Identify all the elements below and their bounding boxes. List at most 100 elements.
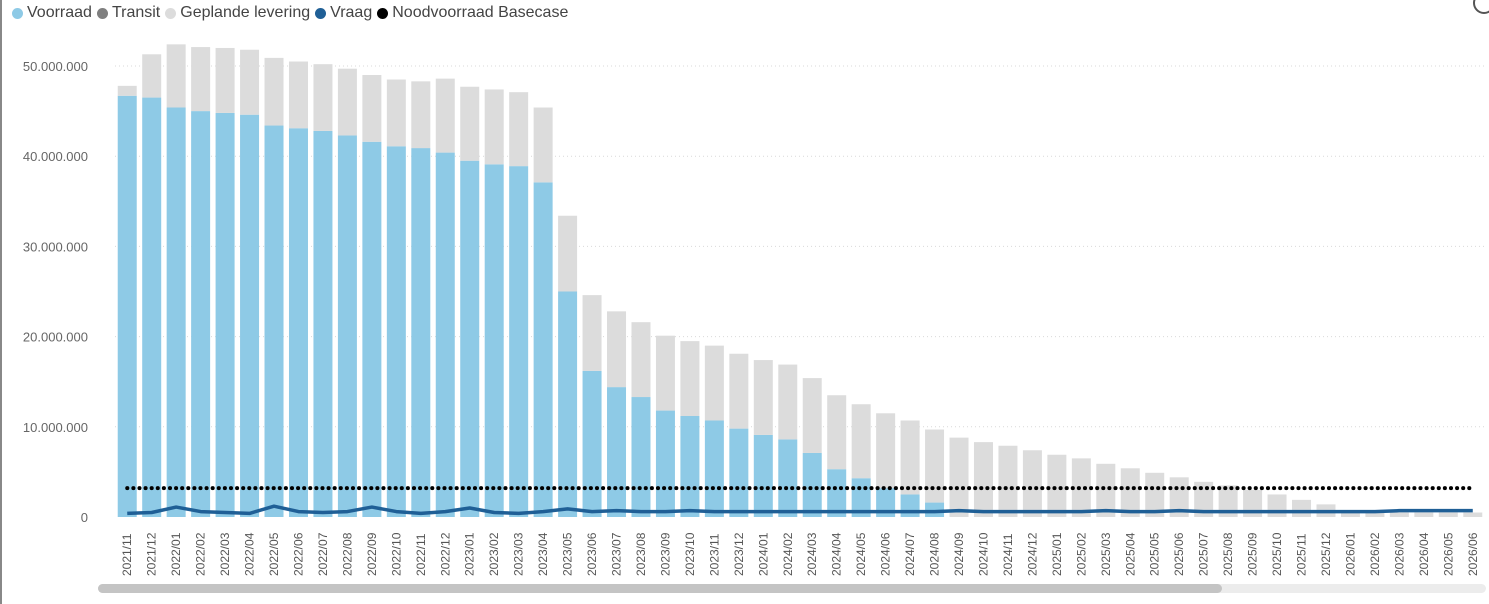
bar-geplande-levering xyxy=(558,215,578,292)
legend-item-geplande-levering[interactable]: Geplande levering xyxy=(165,4,310,22)
bar-geplande-levering xyxy=(1120,468,1140,517)
x-tick-label: 2023/06 xyxy=(585,532,599,576)
bar-geplande-levering xyxy=(827,395,847,470)
x-tick-label: 2025/06 xyxy=(1172,532,1186,576)
bar-voorraad xyxy=(631,397,651,517)
x-tick-label: 2026/01 xyxy=(1343,532,1357,576)
legend-marker-noodvoorraad xyxy=(377,7,389,19)
horizontal-scrollbar-thumb[interactable] xyxy=(98,584,1222,593)
bar-geplande-levering xyxy=(753,360,773,435)
bar-geplande-levering xyxy=(509,92,529,167)
bar-voorraad xyxy=(655,410,675,517)
bar-voorraad xyxy=(509,166,529,517)
legend-item-voorraad[interactable]: Voorraad xyxy=(12,4,92,22)
x-tick-label: 2022/11 xyxy=(414,533,428,576)
legend-item-noodvoorraad[interactable]: Noodvoorraad Basecase xyxy=(377,4,568,22)
x-tick-label: 2024/04 xyxy=(830,532,844,576)
bar-geplande-levering xyxy=(802,378,822,453)
bar-voorraad xyxy=(142,97,162,517)
bar-geplande-levering xyxy=(949,437,969,517)
bar-voorraad xyxy=(117,95,137,518)
x-tick-label: 2026/05 xyxy=(1441,532,1455,576)
x-tick-label: 2022/10 xyxy=(389,532,403,576)
bar-voorraad xyxy=(313,130,333,517)
bar-voorraad xyxy=(166,107,186,517)
bar-voorraad xyxy=(753,434,773,517)
x-tick-label: 2023/11 xyxy=(707,533,721,576)
x-tick-label: 2024/02 xyxy=(781,532,795,576)
bar-voorraad xyxy=(386,146,406,517)
bar-voorraad xyxy=(337,135,357,518)
bar-voorraad xyxy=(802,452,822,517)
x-tick-label: 2024/11 xyxy=(1001,533,1015,576)
x-tick-label: 2024/07 xyxy=(903,532,917,576)
bar-voorraad xyxy=(900,494,920,517)
bar-voorraad xyxy=(704,420,724,517)
bar-geplande-levering xyxy=(655,335,675,411)
bar-voorraad xyxy=(435,152,455,518)
legend-label-geplande-levering: Geplande levering xyxy=(180,4,311,21)
bar-geplande-levering xyxy=(1096,463,1116,517)
bar-voorraad xyxy=(827,469,847,517)
x-tick-label: 2023/04 xyxy=(536,532,550,576)
x-tick-label: 2022/03 xyxy=(218,532,232,576)
bar-geplande-levering xyxy=(680,341,700,416)
x-tick-label: 2024/01 xyxy=(756,532,770,576)
x-tick-label: 2023/10 xyxy=(683,532,697,576)
bar-geplande-levering xyxy=(998,445,1018,517)
x-tick-label: 2025/10 xyxy=(1270,532,1284,576)
legend-item-transit[interactable]: Transit xyxy=(96,4,161,22)
bar-geplande-levering xyxy=(851,404,871,479)
x-tick-label: 2024/06 xyxy=(879,532,893,576)
bar-geplande-levering xyxy=(435,78,455,153)
bar-voorraad xyxy=(362,141,382,517)
x-tick-label: 2023/09 xyxy=(658,532,672,576)
bar-geplande-levering xyxy=(386,79,406,147)
bar-geplande-levering xyxy=(1218,485,1238,517)
x-tick-label: 2024/09 xyxy=(952,532,966,576)
bar-geplande-levering xyxy=(631,322,651,398)
bar-geplande-levering xyxy=(1389,512,1409,517)
bar-geplande-levering xyxy=(240,49,260,115)
x-tick-label: 2025/03 xyxy=(1099,532,1113,576)
bar-geplande-levering xyxy=(1071,458,1091,517)
y-tick-label: 0 xyxy=(81,510,88,525)
x-tick-label: 2021/11 xyxy=(120,533,134,576)
bar-voorraad xyxy=(680,415,700,517)
x-tick-label: 2022/04 xyxy=(243,532,257,576)
x-tick-label: 2025/11 xyxy=(1295,533,1309,576)
bar-geplande-levering xyxy=(1267,494,1287,517)
legend-marker-geplande-levering xyxy=(165,7,177,19)
bar-voorraad xyxy=(240,114,260,517)
x-tick-label: 2021/12 xyxy=(145,532,159,576)
bar-geplande-levering xyxy=(1365,512,1385,517)
legend-label-voorraad: Voorraad xyxy=(27,4,92,21)
bar-geplande-levering xyxy=(191,47,211,112)
bar-voorraad xyxy=(191,111,211,517)
bar-geplande-levering xyxy=(1047,454,1067,517)
bar-geplande-levering xyxy=(1463,512,1483,517)
bar-voorraad xyxy=(533,182,553,517)
y-tick-label: 40.000.000 xyxy=(23,149,88,164)
legend-label-transit: Transit xyxy=(111,4,161,21)
bar-voorraad xyxy=(460,160,480,517)
legend-label-vraag: Vraag xyxy=(330,4,373,21)
x-tick-label: 2022/02 xyxy=(194,532,208,576)
x-tick-label: 2023/08 xyxy=(634,532,648,576)
bar-geplande-levering xyxy=(117,85,137,96)
focus-mode-icon[interactable] xyxy=(1473,0,1489,14)
bar-geplande-levering xyxy=(900,420,920,495)
x-tick-label: 2022/05 xyxy=(267,532,281,576)
x-tick-label: 2024/12 xyxy=(1025,532,1039,576)
bar-geplande-levering xyxy=(484,89,504,165)
legend-item-vraag[interactable]: Vraag xyxy=(315,4,372,22)
x-tick-label: 2023/05 xyxy=(561,532,575,576)
x-tick-label: 2025/01 xyxy=(1050,532,1064,576)
x-tick-label: 2023/12 xyxy=(732,532,746,576)
x-tick-label: 2025/04 xyxy=(1123,532,1137,576)
bar-geplande-levering xyxy=(925,429,945,503)
bar-geplande-levering xyxy=(533,107,553,183)
bar-geplande-levering xyxy=(1340,510,1360,517)
y-tick-label: 30.000.000 xyxy=(23,239,88,254)
legend-marker-transit xyxy=(96,7,108,19)
